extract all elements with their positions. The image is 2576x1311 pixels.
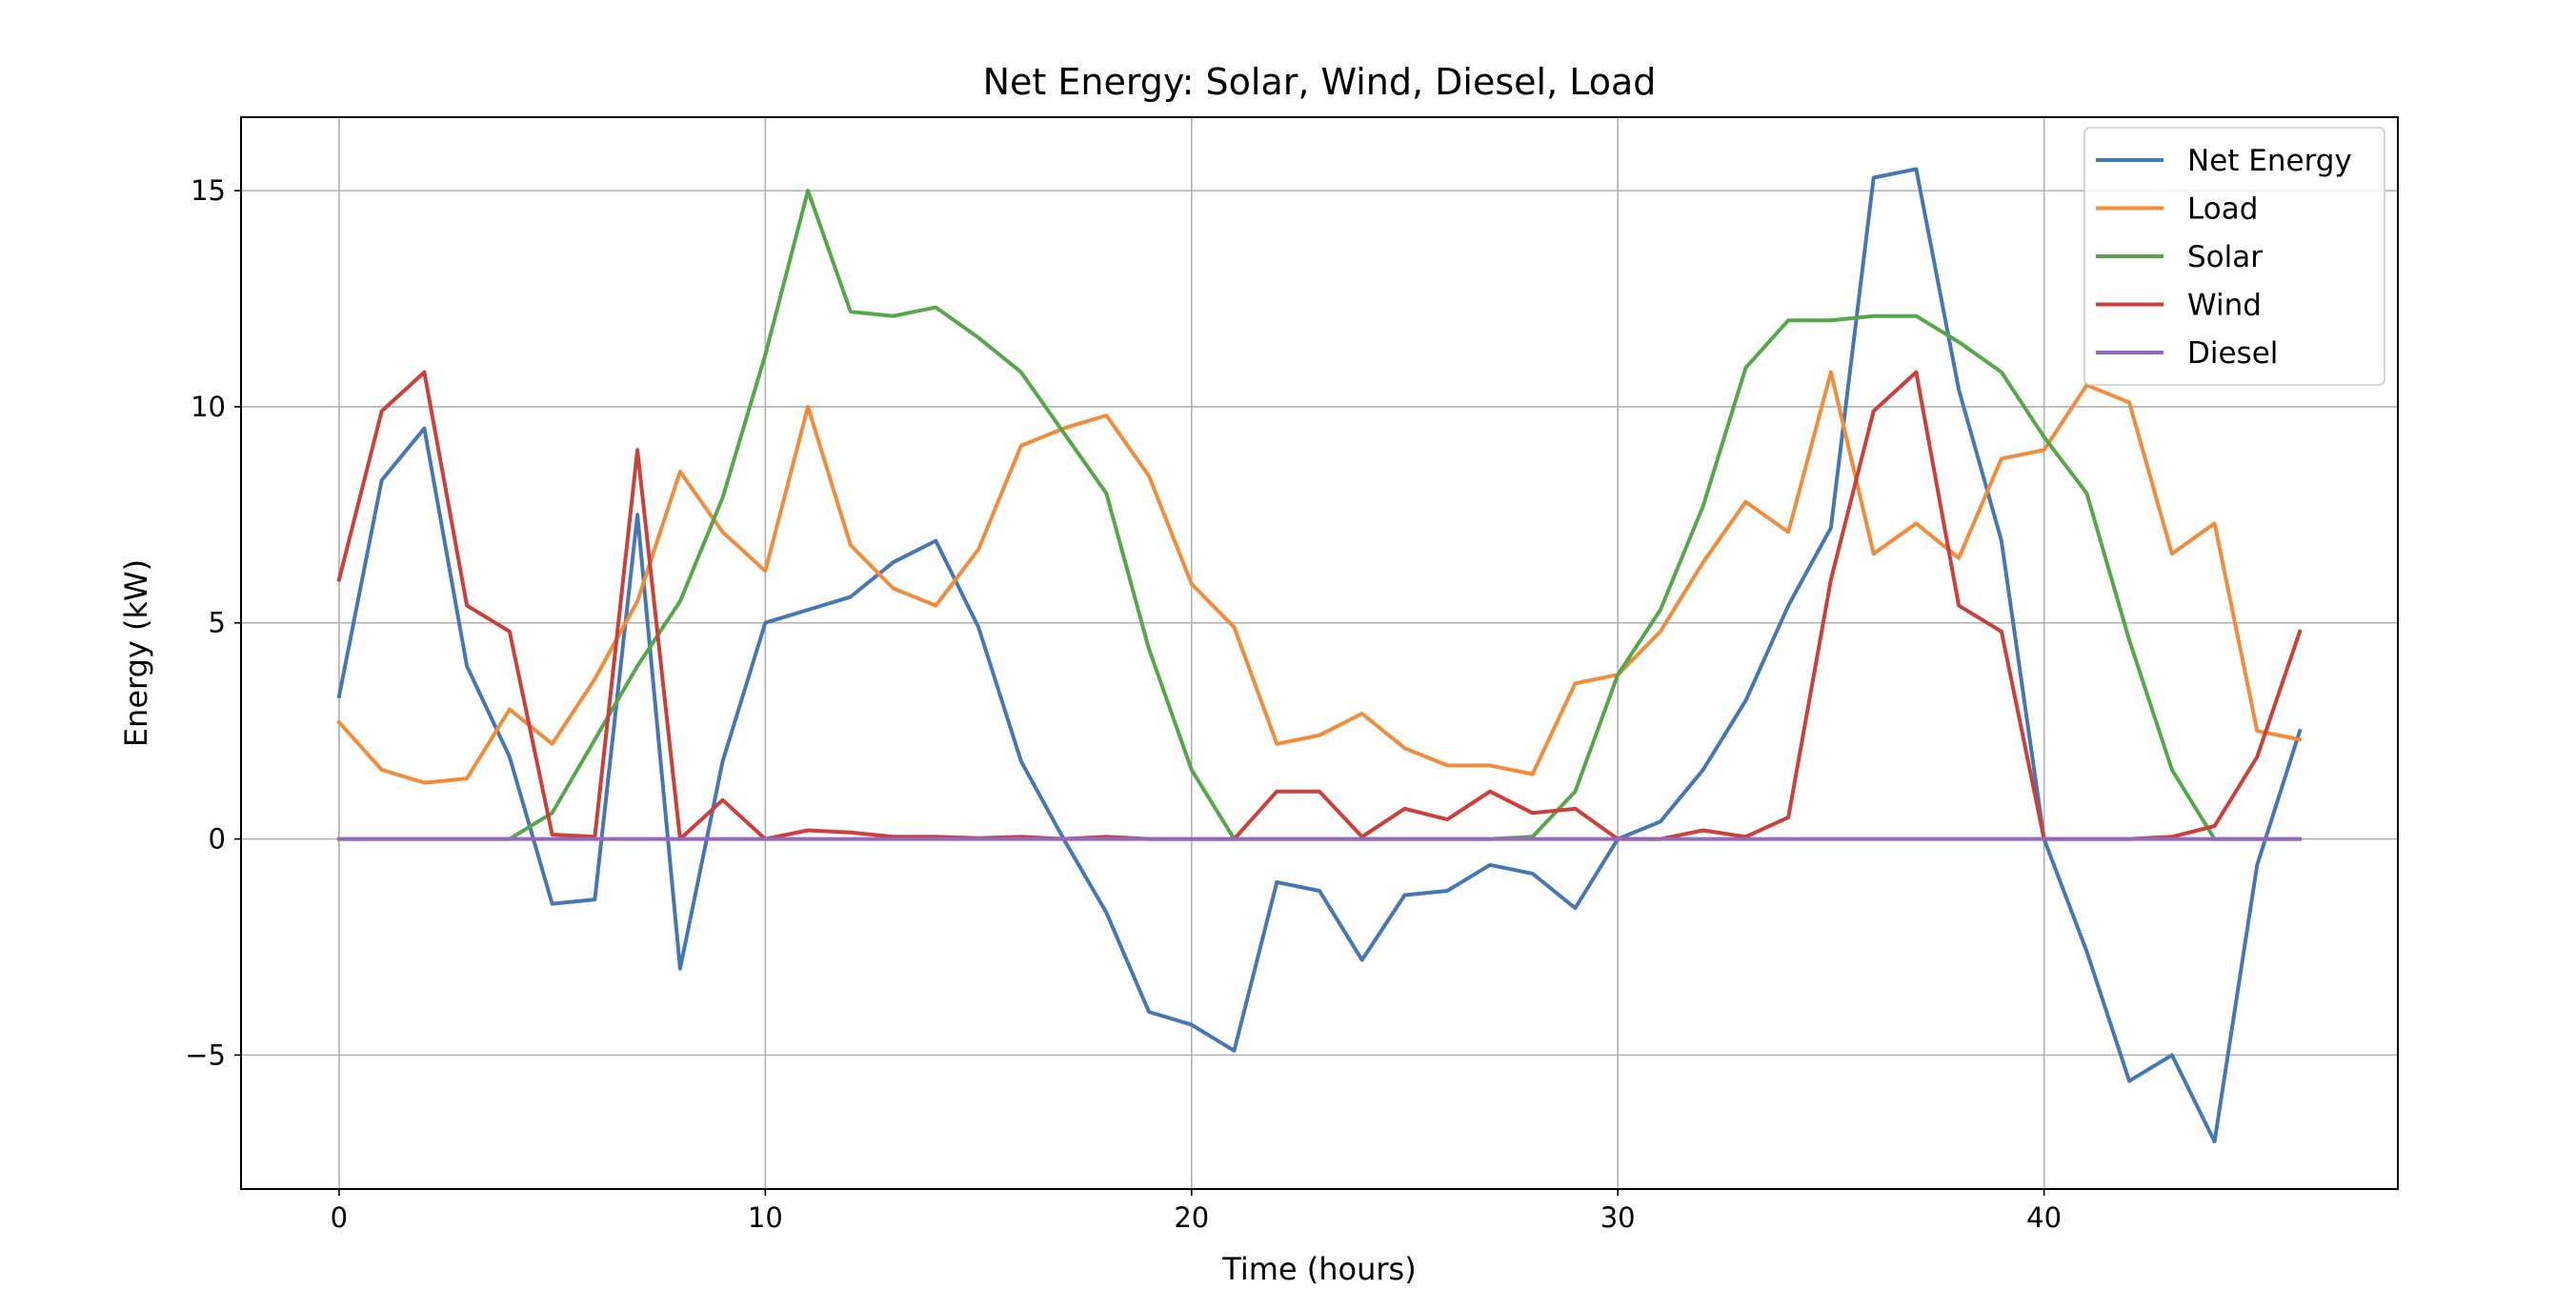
legend-label: Wind — [2187, 289, 2262, 323]
x-tick-label: 30 — [1600, 1201, 1636, 1234]
y-tick-label: 15 — [191, 174, 226, 207]
x-tick-label: 40 — [2026, 1201, 2062, 1234]
legend-label: Load — [2187, 192, 2258, 227]
legend-label: Diesel — [2187, 336, 2278, 371]
axis-ticks: 0 10 20 30 40 −5 0 5 10 15 — [185, 174, 2062, 1234]
chart-title: Net Energy: Solar, Wind, Diesel, Load — [983, 61, 1657, 103]
y-axis-label: Energy (kW) — [118, 559, 154, 747]
series-line-wind — [336, 370, 2303, 841]
y-tick-label: 0 — [209, 823, 226, 856]
series-line-load — [336, 370, 2303, 785]
y-tick-label: −5 — [185, 1039, 226, 1071]
x-tick-label: 0 — [331, 1201, 348, 1234]
legend: Net Energy Load Solar Wind Diesel — [2083, 127, 2385, 386]
legend-label: Solar — [2187, 240, 2263, 274]
y-tick-label: 10 — [191, 391, 226, 423]
y-tick-label: 5 — [209, 607, 226, 639]
x-tick-label: 10 — [748, 1201, 783, 1234]
plot-frame — [240, 116, 2399, 1190]
series-lines — [336, 167, 2303, 1144]
legend-label: Net Energy — [2187, 144, 2352, 178]
x-axis-label: Time (hours) — [1221, 1251, 1416, 1287]
legend-box — [2083, 127, 2385, 386]
x-tick-label: 20 — [1174, 1201, 1209, 1234]
series-line-net-energy — [336, 167, 2303, 1144]
